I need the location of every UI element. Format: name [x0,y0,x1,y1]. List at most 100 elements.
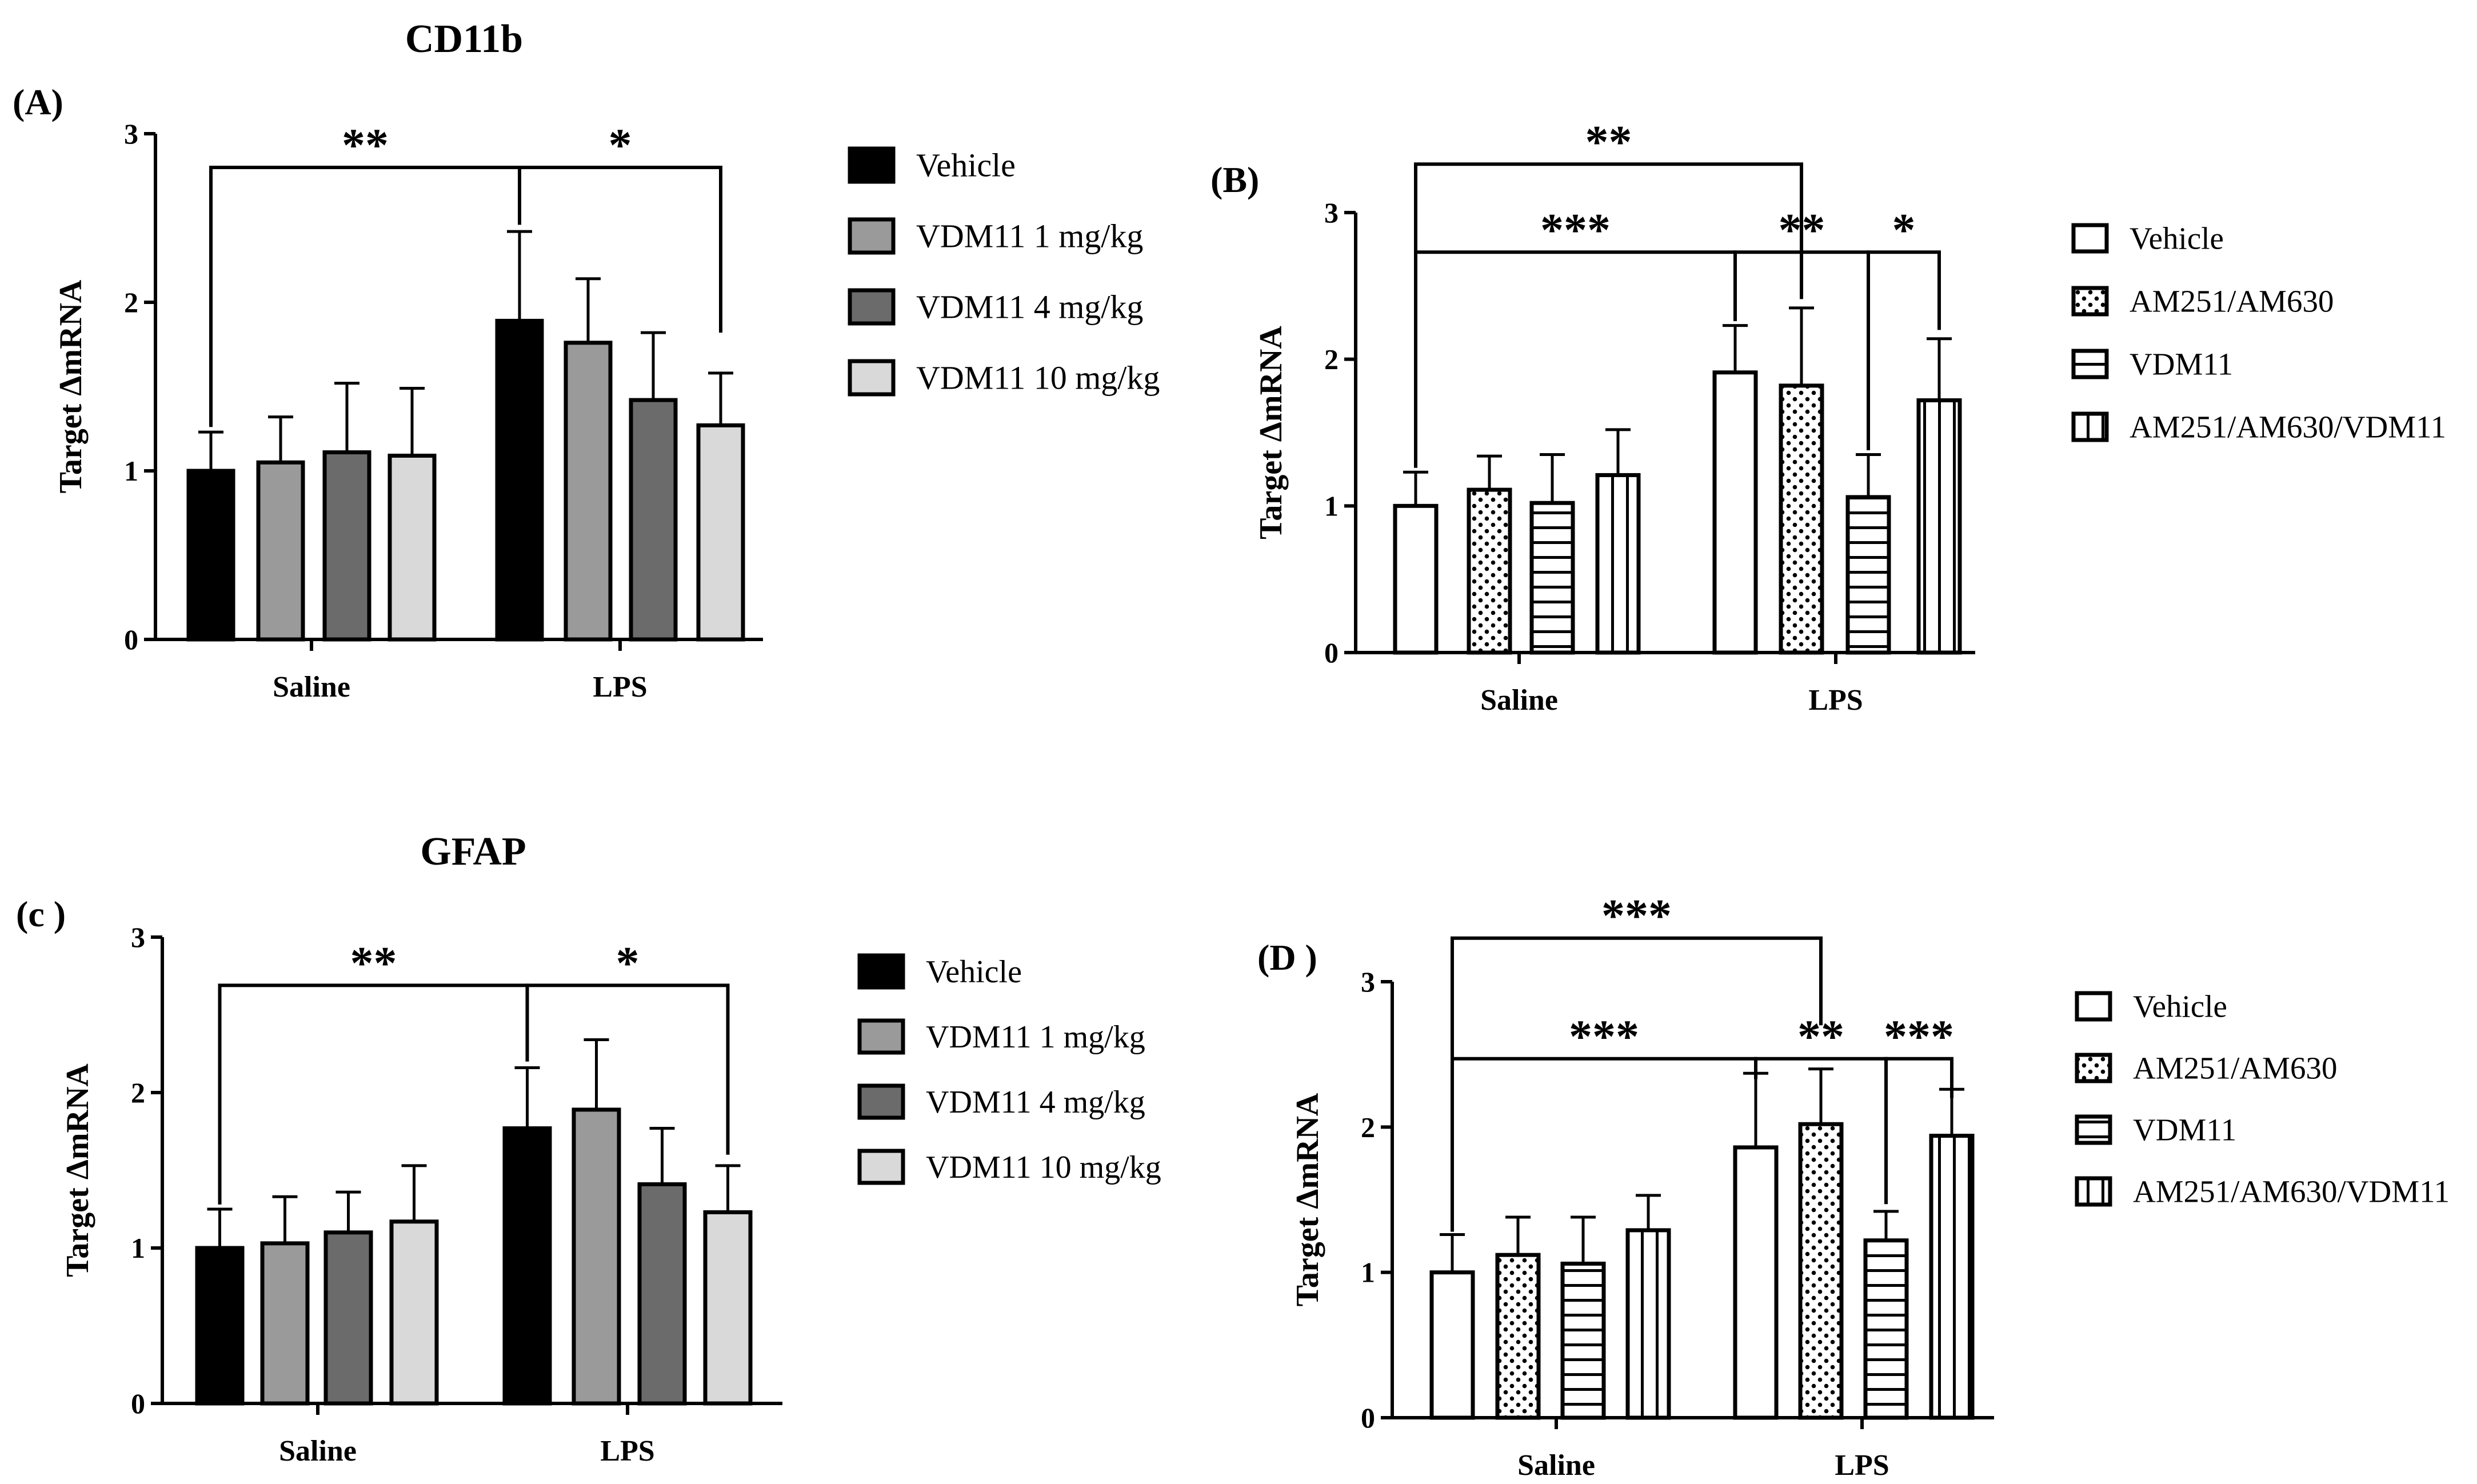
legend-label: VDM11 1 mg/kg [926,1019,1145,1055]
legend-swatch [2075,991,2112,1022]
bar [387,453,437,642]
legend-swatch [857,953,905,990]
significance-bracket [218,983,529,1205]
y-tick-label: 1 [1324,490,1339,522]
legend-swatch [857,1083,905,1120]
x-tick-label: Saline [1517,1449,1595,1482]
y-axis-label: Target ΔmRNA [1290,1093,1325,1306]
legend-swatch [2071,223,2109,254]
x-tick-label: LPS [600,1435,654,1467]
bar [703,1210,753,1406]
significance-bracket [518,166,722,333]
figure-title-top: CD11b [405,17,523,61]
significance-label: ** [1779,203,1825,255]
bar [1916,398,1962,655]
panel-label: (A) [13,82,63,122]
y-tick-label: 0 [1324,637,1339,669]
bar [1929,1134,1975,1420]
bar [1529,501,1575,655]
y-tick-label: 1 [124,455,138,487]
bar [502,1126,552,1406]
bar [1467,487,1512,655]
y-axis-label: Target ΔmRNA [60,1063,95,1277]
y-tick-label: 1 [131,1232,145,1264]
x-tick-label: LPS [593,671,647,703]
y-tick-label: 0 [1361,1402,1375,1434]
figure-title-bottom: GFAP [420,830,526,874]
bar [1779,383,1824,655]
panel-label: (c ) [16,894,66,934]
y-tick-label: 3 [1361,966,1375,998]
y-tick-label: 3 [1324,197,1339,229]
bar [260,1241,310,1406]
legend-swatch [848,217,896,255]
significance-bracket [1451,1057,1757,1232]
panel-label: (D ) [1257,937,1317,978]
bar [256,460,305,642]
x-tick-label: LPS [1808,684,1863,717]
legend-swatch [2071,411,2109,442]
significance-bracket [525,983,730,1155]
y-tick-label: 2 [1324,343,1339,375]
x-tick-label: LPS [1835,1449,1889,1482]
bar [1595,473,1641,655]
y-axis-label: Target ΔmRNA [53,279,89,493]
bar [637,1182,687,1406]
significance-label: *** [1884,1010,1954,1062]
y-axis-label: Target ΔmRNA [1253,326,1289,539]
bar [1393,503,1439,655]
bar [629,398,678,642]
bar [323,1230,373,1406]
bar [1798,1122,1844,1420]
x-tick-label: Saline [1480,684,1558,717]
panel-label: (B) [1210,159,1259,200]
legend-label: Vehicle [2133,989,2227,1024]
legend-swatch [2071,349,2109,379]
bar [1560,1261,1606,1420]
legend-swatch [2075,1053,2112,1083]
legend-label: VDM11 4 mg/kg [916,289,1143,326]
significance-label: ** [350,937,397,989]
legend-swatch [848,288,896,326]
legend-label: VDM11 10 mg/kg [916,359,1160,397]
legend-label: AM251/AM630 [2133,1051,2338,1086]
legend-swatch [848,359,896,397]
significance-label: *** [1540,203,1611,255]
legend-label: Vehicle [2130,221,2224,256]
legend-swatch [857,1018,905,1055]
legend-label: VDM11 [2130,347,2233,382]
bar [186,469,235,642]
legend-swatch [2075,1114,2112,1145]
bar [1712,370,1758,655]
bar [1495,1253,1541,1420]
significance-label: *** [1601,890,1672,942]
legend-label: AM251/AM630 [2130,284,2334,319]
legend-swatch [857,1149,905,1185]
legend: Vehicle AM251/AM630 VDM11 AM251/AM630/VDM11 [2071,221,2446,445]
significance-label: * [1892,203,1916,255]
significance-label: ** [1797,1010,1844,1062]
legend-label: AM251/AM630/VDM11 [2133,1174,2450,1209]
significance-bracket [1414,250,1737,468]
legend-swatch [2075,1176,2112,1207]
legend: Vehicle AM251/AM630 VDM11 AM251/AM630/VDM11 [2075,989,2450,1209]
significance-label: * [609,119,632,171]
legend: Vehicle VDM11 1 mg/kg VDM11 4 mg/kg VDM11 1… [857,953,1161,1185]
legend: Vehicle VDM11 1 mg/kg VDM11 4 mg/kg VDM11 1… [848,146,1160,397]
significance-bracket [1884,1057,1953,1205]
legend-label: VDM11 [2133,1113,2236,1147]
y-tick-label: 1 [1361,1257,1375,1289]
legend-label: VDM11 4 mg/kg [926,1085,1145,1120]
significance-label: *** [1569,1010,1639,1062]
legend-label: AM251/AM630/VDM11 [2130,410,2446,445]
y-tick-label: 3 [131,921,145,953]
significance-bracket [1867,250,1941,450]
legend-swatch [2071,286,2109,317]
x-tick-label: Saline [279,1435,357,1467]
bar [1429,1270,1475,1420]
legend-label: Vehicle [926,954,1022,990]
